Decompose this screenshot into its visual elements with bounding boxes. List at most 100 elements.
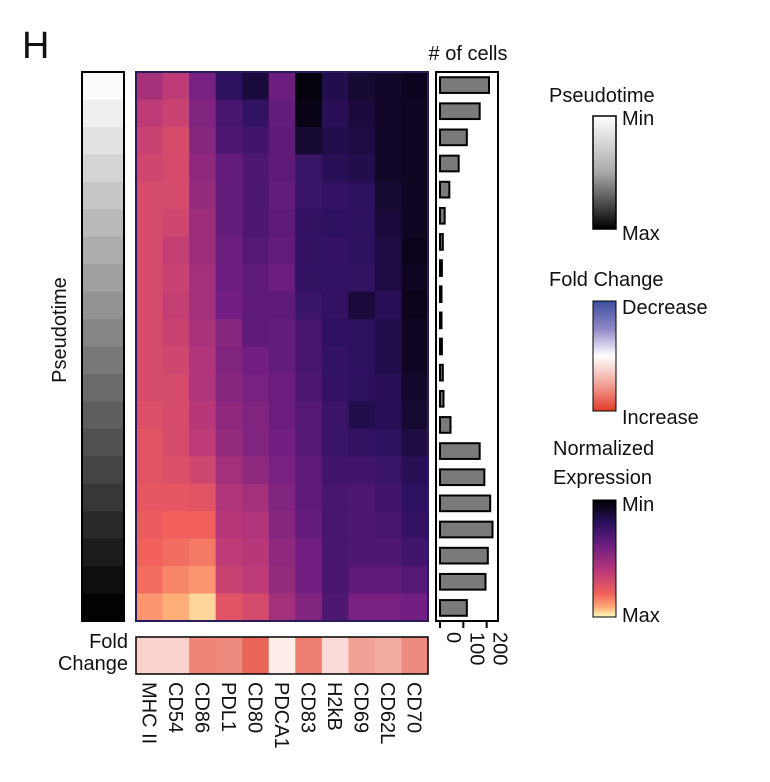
heatmap-cell-r4-c1	[162, 181, 190, 210]
heatmap-cell-r16-c2	[189, 511, 217, 540]
heatmap-cell-r8-c5	[268, 291, 296, 320]
heatmap-cell-r14-c4	[242, 456, 270, 485]
heatmap-cell-r17-c1	[162, 538, 190, 567]
heatmap-cell-r4-c5	[268, 181, 296, 210]
heatmap-cell-r17-c0	[136, 538, 164, 567]
heatmap-cell-r15-c9	[374, 483, 403, 512]
pseudotime-cell-0	[82, 72, 124, 101]
cell-count-bar-19	[439, 572, 487, 591]
heatmap-cell-r17-c4	[242, 538, 270, 567]
fold-change-cell-2	[189, 637, 217, 674]
heatmap-cell-r3-c5	[268, 154, 296, 183]
expression-legend: Normalized Expression Min Max	[553, 438, 660, 627]
heatmap-cell-r4-c8	[348, 181, 376, 210]
cell-count-bar-20	[439, 599, 468, 617]
heatmap-cell-r9-c7	[321, 319, 349, 348]
pseudotime-legend: Pseudotime Min Max	[549, 85, 660, 245]
heatmap-cell-r15-c10	[401, 483, 429, 512]
heatmap-cell-r2-c8	[348, 126, 376, 155]
pseudotime-legend-min: Min	[622, 108, 654, 130]
heatmap-cell-r11-c0	[136, 373, 164, 402]
heatmap-cell-r2-c6	[295, 126, 323, 155]
heatmap-cell-r1-c3	[215, 99, 243, 128]
fold-change-cell-0	[136, 637, 164, 674]
fold-change-cell-1	[162, 637, 190, 674]
heatmap-cell-r2-c1	[162, 126, 190, 155]
heatmap-cell-r15-c1	[162, 483, 190, 512]
heatmap-cell-r9-c6	[295, 319, 323, 348]
cell-count-bar-12	[439, 389, 445, 408]
pseudotime-cell-19	[82, 593, 124, 622]
heatmap-cell-r10-c2	[189, 346, 217, 375]
heatmap-cell-r10-c4	[242, 346, 270, 375]
heatmap-cell-r15-c4	[242, 483, 270, 512]
heatmap-cell-r18-c7	[321, 566, 349, 595]
heatmap-cell-r19-c5	[268, 593, 296, 622]
heatmap-cell-r19-c4	[242, 593, 270, 622]
fold-change-legend-increase: Increase	[622, 407, 699, 429]
pseudotime-cell-17	[82, 538, 124, 567]
heatmap-cell-r6-c5	[268, 236, 296, 265]
heatmap-cell-r7-c0	[136, 264, 164, 293]
heatmap-cell-r0-c2	[189, 72, 217, 101]
heatmap-cell-r7-c1	[162, 264, 190, 293]
heatmap-cell-r3-c3	[215, 154, 243, 183]
pseudotime-cell-8	[82, 291, 124, 320]
cell-count-bar-9	[439, 311, 443, 330]
fold-change-cell-5	[268, 637, 296, 674]
heatmap-cell-r14-c9	[374, 456, 403, 485]
heatmap-cell-r14-c2	[189, 456, 217, 485]
heatmap-cell-r10-c3	[215, 346, 243, 375]
heatmap-cell-r11-c9	[374, 373, 403, 402]
heatmap-cell-r13-c9	[374, 428, 403, 457]
heatmap-cell-r6-c3	[215, 236, 243, 265]
heatmap-cell-r13-c0	[136, 428, 164, 457]
heatmap-cell-r4-c9	[374, 181, 403, 210]
heatmap-cell-r17-c5	[268, 538, 296, 567]
heatmap-cell-r3-c2	[189, 154, 217, 183]
heatmap-cell-r1-c1	[162, 99, 190, 128]
column-labels: MHC II CD54 CD86 PDL1 CD80 PDCA1 CD83 H2kB CD69 C…	[137, 682, 424, 749]
heatmap-cell-r4-c7	[321, 181, 349, 210]
heatmap-cell-r16-c1	[162, 511, 190, 540]
heatmap-cell-r19-c0	[136, 593, 164, 622]
heatmap-cell-r6-c0	[136, 236, 164, 265]
heatmap-cell-r13-c3	[215, 428, 243, 457]
pseudotime-cell-14	[82, 456, 124, 485]
heatmap-cell-r18-c8	[348, 566, 376, 595]
expression-legend-max: Max	[622, 605, 660, 627]
heatmap-cell-r13-c7	[321, 428, 349, 457]
pseudotime-cell-5	[82, 209, 124, 238]
heatmap-cell-r18-c4	[242, 566, 270, 595]
heatmap-cell-r6-c4	[242, 236, 270, 265]
heatmap-cell-r9-c1	[162, 319, 190, 348]
heatmap-cell-r15-c0	[136, 483, 164, 512]
heatmap-cell-r18-c2	[189, 566, 217, 595]
heatmap-cell-r7-c7	[321, 264, 349, 293]
pseudotime-cell-1	[82, 99, 124, 128]
heatmap-cell-r5-c6	[295, 209, 323, 238]
heatmap-cell-r6-c10	[401, 236, 429, 265]
column-label-6: CD83	[297, 682, 319, 733]
heatmap-cell-r9-c10	[401, 319, 429, 348]
pseudotime-cell-11	[82, 373, 124, 402]
cell-count-title: # of cells	[429, 43, 508, 65]
heatmap-cell-r11-c4	[242, 373, 270, 402]
heatmap-cell-r0-c3	[215, 72, 243, 101]
heatmap-cell-r2-c10	[401, 126, 429, 155]
heatmap-cell-r13-c5	[268, 428, 296, 457]
heatmap-cell-r12-c9	[374, 401, 403, 430]
heatmap-cell-r16-c9	[374, 511, 403, 540]
heatmap-cell-r16-c0	[136, 511, 164, 540]
pseudotime-cell-12	[82, 401, 124, 430]
heatmap-cell-r16-c4	[242, 511, 270, 540]
pseudotime-legend-title: Pseudotime	[549, 85, 655, 107]
fold-change-cell-3	[215, 637, 243, 674]
heatmap-cell-r10-c1	[162, 346, 190, 375]
expression-heatmap	[135, 71, 429, 622]
heatmap-cell-r10-c9	[374, 346, 403, 375]
heatmap-cell-r19-c7	[321, 593, 349, 622]
pseudotime-cell-4	[82, 181, 124, 210]
heatmap-cell-r7-c4	[242, 264, 270, 293]
